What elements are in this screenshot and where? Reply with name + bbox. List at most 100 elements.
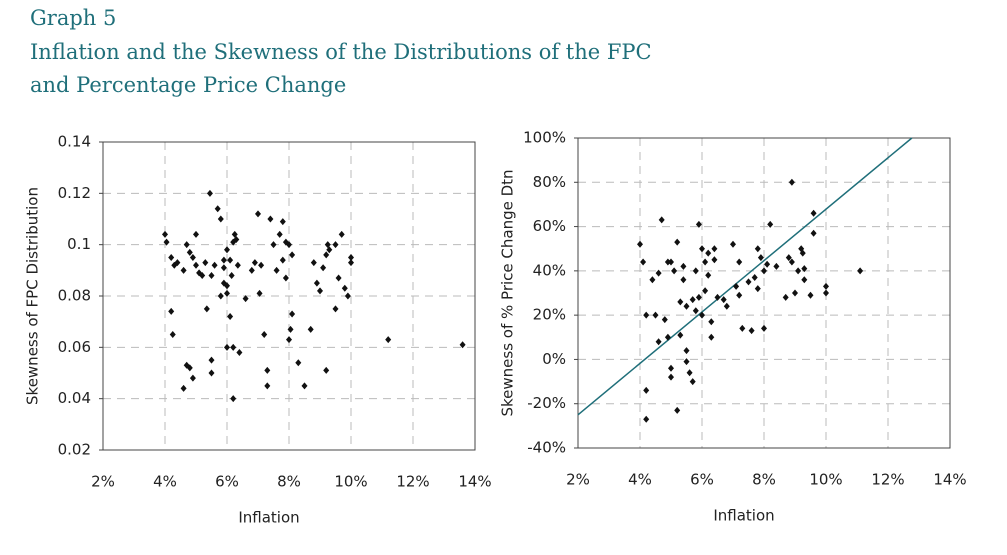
point	[203, 305, 210, 313]
point	[220, 264, 227, 272]
point	[714, 293, 721, 301]
point	[699, 245, 705, 253]
y-tick-label: 60%	[533, 217, 566, 235]
point	[348, 259, 354, 267]
y-tick-label: 0.1	[67, 235, 91, 253]
x-tick-label: 4%	[153, 473, 177, 491]
point	[267, 215, 274, 223]
point	[643, 415, 650, 423]
point	[720, 296, 727, 304]
graph-title: and Percentage Price Change	[30, 73, 347, 97]
y-tick-label: 0%	[542, 350, 566, 368]
graph-title: Inflation and the Skewness of the Distri…	[30, 40, 652, 64]
point	[674, 406, 681, 414]
point	[248, 266, 255, 274]
point	[736, 291, 743, 299]
point	[208, 271, 215, 279]
point	[705, 249, 712, 257]
point	[702, 287, 709, 295]
point	[208, 369, 215, 377]
x-tick-label: 14%	[933, 471, 966, 489]
point	[655, 338, 662, 346]
point	[230, 395, 237, 403]
point	[183, 241, 190, 249]
point	[655, 269, 662, 277]
point	[233, 236, 240, 244]
point	[317, 287, 323, 295]
point	[180, 384, 187, 392]
point	[264, 382, 271, 390]
point	[637, 240, 643, 248]
point	[754, 245, 761, 253]
point	[807, 291, 814, 299]
point	[186, 364, 193, 372]
point	[206, 189, 213, 197]
y-tick-label: 0.12	[58, 184, 91, 202]
point	[289, 310, 296, 318]
point	[323, 251, 330, 259]
point	[757, 254, 764, 262]
point	[795, 267, 802, 275]
y-tick-label: 0.06	[58, 338, 91, 356]
point	[748, 327, 755, 335]
point	[193, 230, 199, 238]
point	[689, 378, 696, 386]
point	[764, 260, 771, 268]
point	[751, 274, 758, 281]
x-tick-label: 8%	[752, 471, 776, 489]
point	[857, 267, 864, 275]
y-tick-label: 0.14	[58, 133, 91, 151]
point	[348, 254, 354, 261]
point	[289, 251, 296, 259]
y-tick-label: 80%	[533, 173, 566, 191]
graph-label: Graph 5	[30, 6, 117, 30]
point	[270, 241, 277, 249]
point	[683, 347, 690, 355]
point	[788, 178, 795, 186]
point	[773, 262, 780, 270]
point	[689, 296, 696, 304]
point	[702, 258, 709, 266]
point	[214, 205, 221, 213]
point	[295, 359, 302, 367]
point	[668, 364, 674, 372]
point	[307, 325, 314, 333]
point	[652, 311, 659, 319]
point	[168, 307, 175, 315]
point	[224, 289, 230, 297]
point	[261, 331, 268, 338]
point	[754, 285, 761, 293]
point	[256, 289, 263, 297]
point	[324, 241, 331, 249]
point	[761, 267, 767, 275]
point	[767, 220, 774, 228]
y-tick-label: -20%	[527, 394, 566, 412]
x-axis-label: Inflation	[238, 509, 299, 527]
point	[385, 336, 392, 344]
point	[320, 264, 327, 272]
point	[686, 369, 693, 377]
point	[668, 373, 674, 381]
point	[692, 307, 699, 315]
y-tick-label: 0.02	[58, 441, 91, 459]
x-tick-label: 10%	[334, 473, 367, 491]
point	[169, 331, 176, 338]
x-tick-label: 14%	[458, 473, 491, 491]
point	[683, 302, 690, 310]
point	[677, 298, 684, 306]
point	[739, 324, 746, 332]
x-tick-label: 2%	[91, 473, 115, 491]
y-tick-label: -40%	[527, 439, 566, 457]
point	[695, 220, 702, 228]
point	[186, 248, 193, 256]
point	[286, 241, 292, 249]
point	[680, 276, 687, 284]
point	[228, 271, 235, 279]
point	[313, 279, 320, 287]
point	[733, 282, 740, 290]
point	[282, 274, 289, 282]
point	[344, 292, 351, 300]
point	[258, 261, 265, 269]
